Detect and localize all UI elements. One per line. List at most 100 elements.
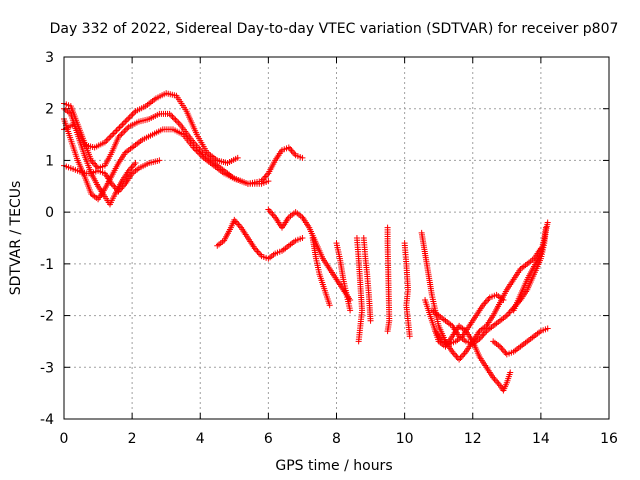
data-point-marker bbox=[123, 117, 130, 124]
data-point-marker bbox=[289, 149, 296, 156]
data-point-marker bbox=[106, 134, 113, 141]
y-tick-label: 0 bbox=[45, 205, 54, 221]
x-tick-label: 6 bbox=[264, 431, 273, 447]
data-point-marker bbox=[103, 137, 110, 144]
data-point-marker bbox=[367, 317, 374, 324]
data-point-marker bbox=[384, 328, 391, 335]
data-point-marker bbox=[234, 154, 241, 161]
data-point-marker bbox=[129, 163, 136, 170]
data-points bbox=[61, 90, 551, 394]
x-tick-label: 12 bbox=[464, 431, 482, 447]
data-point-marker bbox=[456, 356, 463, 363]
data-point-marker bbox=[265, 178, 272, 185]
data-point-marker bbox=[119, 121, 126, 128]
data-point-marker bbox=[191, 145, 198, 152]
data-point-marker bbox=[406, 333, 413, 340]
data-point-marker bbox=[255, 249, 262, 256]
data-point-marker bbox=[104, 136, 111, 143]
x-tick-label: 2 bbox=[128, 431, 137, 447]
y-axis-label: SDTVAR / TECUs bbox=[8, 181, 24, 296]
data-point-marker bbox=[500, 297, 507, 304]
data-point-marker bbox=[119, 129, 126, 136]
x-tick-label: 16 bbox=[600, 431, 618, 447]
data-point-marker bbox=[326, 302, 333, 309]
data-point-marker bbox=[544, 219, 551, 226]
data-point-marker bbox=[502, 349, 509, 356]
y-tick-label: 2 bbox=[45, 102, 54, 118]
data-point-marker bbox=[482, 299, 489, 306]
data-point-marker bbox=[107, 133, 114, 140]
data-point-marker bbox=[542, 224, 549, 231]
data-point-marker bbox=[172, 116, 179, 123]
data-point-marker bbox=[132, 160, 139, 167]
data-point-marker bbox=[126, 114, 133, 121]
data-point-marker bbox=[156, 157, 163, 164]
data-point-marker bbox=[299, 154, 306, 161]
data-point-marker bbox=[498, 345, 505, 352]
data-point-marker bbox=[484, 297, 491, 304]
data-point-marker bbox=[287, 146, 294, 153]
data-point-marker bbox=[118, 131, 125, 138]
grid bbox=[64, 57, 609, 419]
x-axis-label: GPS time / hours bbox=[275, 458, 392, 474]
data-point-marker bbox=[125, 115, 132, 122]
data-point-marker bbox=[169, 113, 176, 120]
data-point-marker bbox=[199, 153, 206, 160]
data-point-marker bbox=[120, 120, 127, 127]
data-point-marker bbox=[115, 126, 122, 133]
data-point-marker bbox=[197, 151, 204, 158]
y-tick-label: -2 bbox=[40, 309, 54, 325]
data-point-marker bbox=[234, 220, 241, 227]
data-point-marker bbox=[129, 111, 136, 118]
data-point-marker bbox=[268, 209, 275, 216]
x-tick-label: 0 bbox=[60, 431, 69, 447]
data-point-marker bbox=[196, 150, 203, 157]
data-point-marker bbox=[457, 354, 464, 361]
data-point-marker bbox=[355, 338, 362, 345]
data-point-marker bbox=[131, 109, 138, 116]
data-point-marker bbox=[93, 163, 100, 170]
data-point-marker bbox=[190, 144, 197, 151]
data-point-marker bbox=[452, 351, 459, 358]
plot-frame bbox=[63, 56, 610, 420]
data-point-marker bbox=[90, 160, 97, 167]
y-tick-label: -1 bbox=[40, 257, 54, 273]
x-tick-label: 4 bbox=[196, 431, 205, 447]
data-point-marker bbox=[116, 124, 123, 131]
chart-title: Day 332 of 2022, Sidereal Day-to-day VTE… bbox=[50, 21, 619, 37]
data-point-marker bbox=[505, 311, 512, 318]
data-point-marker bbox=[122, 118, 129, 125]
data-point-marker bbox=[112, 128, 119, 135]
data-point-marker bbox=[110, 130, 117, 137]
data-point-marker bbox=[499, 346, 506, 353]
data-point-marker bbox=[479, 332, 486, 339]
y-tick-label: 1 bbox=[45, 153, 54, 169]
data-point-marker bbox=[494, 379, 501, 386]
data-point-marker bbox=[128, 112, 135, 119]
data-point-marker bbox=[460, 351, 467, 358]
data-point-marker bbox=[101, 139, 108, 146]
data-point-marker bbox=[254, 248, 261, 255]
data-point-marker bbox=[194, 148, 201, 155]
data-point-marker bbox=[166, 110, 173, 117]
data-point-marker bbox=[115, 134, 122, 141]
x-tick-label: 10 bbox=[396, 431, 414, 447]
data-point-marker bbox=[544, 325, 551, 332]
data-point-marker bbox=[122, 126, 129, 133]
data-point-marker bbox=[175, 119, 182, 126]
y-tick-label: -4 bbox=[40, 412, 54, 428]
x-tick-label: 8 bbox=[332, 431, 341, 447]
data-point-marker bbox=[235, 221, 242, 228]
data-point-marker bbox=[173, 118, 180, 125]
data-point-marker bbox=[458, 353, 465, 360]
data-point-marker bbox=[113, 127, 120, 134]
data-point-marker bbox=[124, 125, 131, 132]
data-point-marker bbox=[193, 147, 200, 154]
data-point-marker bbox=[507, 369, 514, 376]
data-point-marker bbox=[262, 173, 269, 180]
data-point-marker bbox=[266, 208, 273, 215]
data-point-marker bbox=[299, 235, 306, 241]
data-point-marker bbox=[116, 132, 123, 139]
data-point-marker bbox=[453, 353, 460, 360]
